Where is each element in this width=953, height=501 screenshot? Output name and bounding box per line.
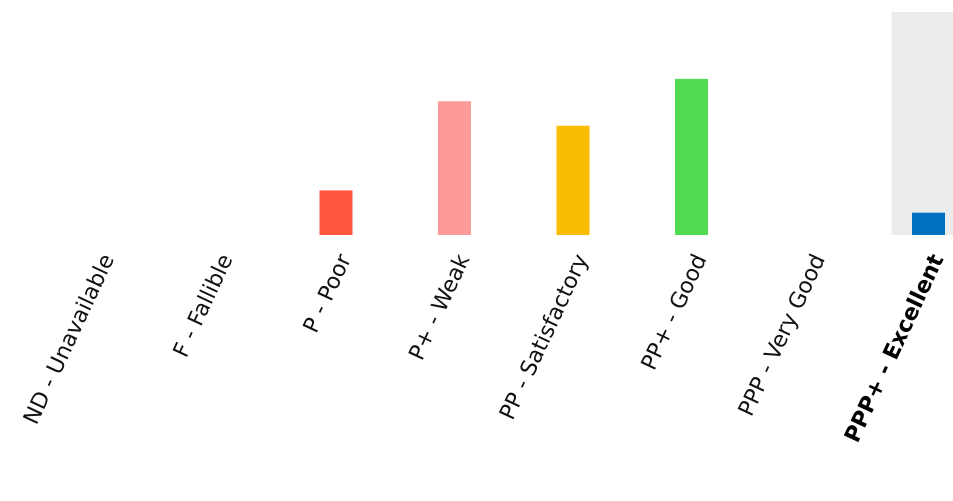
tick-label-2: P - Poor	[299, 250, 357, 337]
tick-label-1: F - Fallible	[169, 251, 238, 362]
highlight-band	[891, 12, 953, 235]
bar-3	[438, 101, 471, 235]
bar-5	[675, 78, 708, 236]
tick-label-5: PP+ - Good	[637, 251, 712, 375]
tick-label-4: PP - Satisfactory	[495, 251, 594, 424]
tick-label-0: ND - Unavailable	[19, 251, 120, 429]
tick-label-6: PPP - Very Good	[734, 251, 831, 421]
tick-label-7: PPP+ - Excellent	[840, 250, 949, 446]
tick-label-3: P+ - Weak	[405, 250, 476, 364]
bar-7	[912, 212, 945, 235]
bar-4	[556, 125, 590, 235]
bar-2	[319, 190, 353, 235]
